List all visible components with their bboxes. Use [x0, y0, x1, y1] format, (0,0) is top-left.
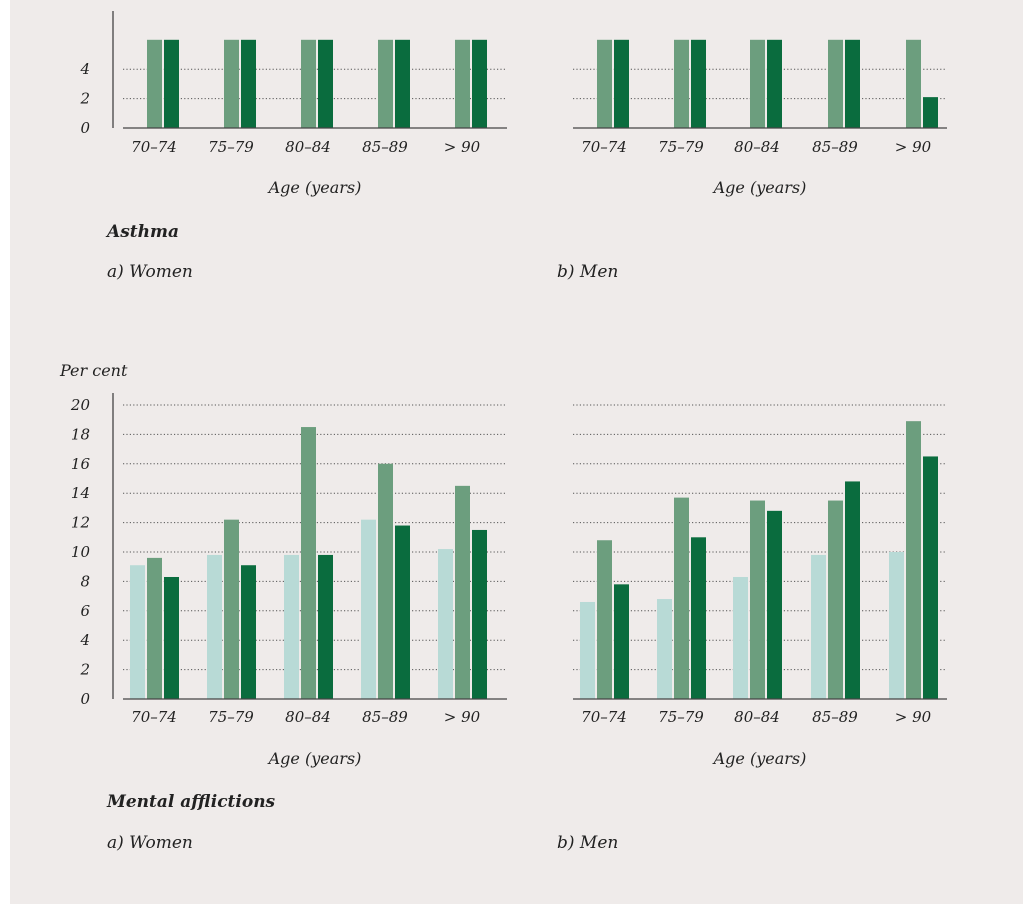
panel3-x-tick-label: 70–74: [131, 708, 177, 726]
panel3-bar: [207, 554, 222, 699]
panel2-bar: [750, 39, 765, 128]
panel3-bar: [472, 529, 487, 699]
panel2-bar: [691, 39, 706, 128]
panel4-bar: [597, 540, 612, 699]
panel2-bar: [828, 39, 843, 128]
panel3-bar: [301, 427, 316, 699]
panel4-x-tick-label: 85–89: [812, 708, 858, 726]
panel1-y-tick-label: 2: [79, 90, 90, 108]
panel1-bar: [318, 39, 333, 128]
panel1-bar: [224, 39, 239, 128]
panel3-y-tick-label: 6: [80, 602, 90, 620]
panel1-x-tick-label: > 90: [444, 138, 481, 156]
panel1-x-tick-label: 70–74: [131, 138, 177, 156]
panel4-bar: [889, 552, 904, 699]
panel2-x-tick-label: 70–74: [581, 138, 627, 156]
panel1-y-tick-label: 4: [79, 60, 90, 78]
panel3-y-tick-label: 2: [79, 661, 90, 679]
panel1-bar: [378, 39, 393, 128]
panel1-x-tick-label: 75–79: [208, 138, 254, 156]
panel1-bar: [241, 39, 256, 128]
panel1-bar: [455, 39, 470, 128]
panel4-bar: [906, 421, 921, 699]
panel1-y-tick-label: 0: [80, 119, 90, 137]
panel3-y-tick-label: 8: [80, 572, 90, 590]
panel4-bar: [580, 601, 595, 699]
panel3-bar: [318, 554, 333, 699]
asthma-men-caption: b) Men: [557, 262, 619, 282]
panel4-x-tick-label: 70–74: [581, 708, 627, 726]
panel1-bar: [164, 39, 179, 128]
panel2-bar: [906, 39, 921, 128]
panel4-bar: [691, 537, 706, 699]
panel3-x-tick-label: 85–89: [362, 708, 408, 726]
panel3-bar: [164, 576, 179, 699]
panel3-y-tick-label: 12: [71, 514, 90, 532]
panel3-bar: [438, 549, 453, 699]
mental-women-caption: a) Women: [107, 833, 193, 853]
panel1-bar: [301, 39, 316, 128]
panel2-bar: [923, 97, 938, 128]
panel3-bar: [378, 463, 393, 699]
panel3-bar: [147, 557, 162, 699]
panel2-x-tick-label: 75–79: [658, 138, 704, 156]
panel3-bar: [361, 519, 376, 699]
panel4-x-tick-label: 80–84: [734, 708, 780, 726]
panel3-y-tick-label: 16: [71, 455, 91, 473]
asthma-title: Asthma: [107, 222, 179, 242]
panel1-x-tick-label: 80–84: [285, 138, 331, 156]
panel1-bar: [147, 39, 162, 128]
panel3-bar: [284, 554, 299, 699]
panel4-bar: [923, 456, 938, 699]
panel3-y-tick-label: 14: [71, 484, 90, 502]
asthma-women-caption: a) Women: [107, 262, 193, 282]
mental-men-caption: b) Men: [557, 833, 619, 853]
panel4-bar: [657, 599, 672, 699]
bar-charts: 0 2 4 70–74 75–79 80–84 85–89 > 90 Age (years) 70…: [59, 11, 947, 768]
panel2-x-axis-title: Age (years): [712, 178, 807, 197]
panel1-x-axis-title: Age (years): [267, 178, 362, 197]
panel4-x-axis-title: Age (years): [712, 749, 807, 768]
panel2-bar: [674, 39, 689, 128]
panel2-bar: [597, 39, 612, 128]
panel3-y-tick-label: 18: [71, 425, 90, 443]
panel3-y-tick-label: 10: [71, 543, 91, 561]
panel3-y-axis-title: Per cent: [59, 361, 128, 380]
panel2-bar: [845, 39, 860, 128]
panel3-x-tick-label: > 90: [444, 708, 481, 726]
panel4-bar: [767, 510, 782, 699]
panel3-y-tick-label: 0: [80, 690, 90, 708]
panel1-bar: [472, 39, 487, 128]
mental-title: Mental afflictions: [107, 792, 276, 812]
panel4-x-tick-label: 75–79: [658, 708, 704, 726]
panel3-y-tick-label: 20: [70, 396, 91, 414]
panel2-x-tick-label: 80–84: [734, 138, 780, 156]
panel3-bar: [130, 565, 145, 699]
panel4-bar: [845, 481, 860, 699]
panel2-x-tick-label: > 90: [895, 138, 932, 156]
panel2-bar: [767, 39, 782, 128]
panel4-bar: [674, 497, 689, 699]
panel3-bar: [455, 485, 470, 699]
panel4-bar: [811, 554, 826, 699]
panel3-bar: [395, 525, 410, 699]
panel1-x-tick-label: 85–89: [362, 138, 408, 156]
panel4-x-tick-label: > 90: [895, 708, 932, 726]
panel3-bar: [224, 519, 239, 699]
panel3-y-tick-label: 4: [79, 631, 90, 649]
panel3-bar: [241, 565, 256, 699]
panel4-bar: [733, 576, 748, 699]
panel4-bar: [614, 584, 629, 699]
panel4-bar: [828, 500, 843, 699]
panel1-bar: [395, 39, 410, 128]
panel2-x-tick-label: 85–89: [812, 138, 858, 156]
panel2-bar: [614, 39, 629, 128]
panel4-bar: [750, 500, 765, 699]
figure-panel: 0 2 4 70–74 75–79 80–84 85–89 > 90 Age (years) 70…: [10, 0, 1023, 904]
panel3-x-tick-label: 80–84: [285, 708, 331, 726]
panel3-x-tick-label: 75–79: [208, 708, 254, 726]
panel3-x-axis-title: Age (years): [267, 749, 362, 768]
